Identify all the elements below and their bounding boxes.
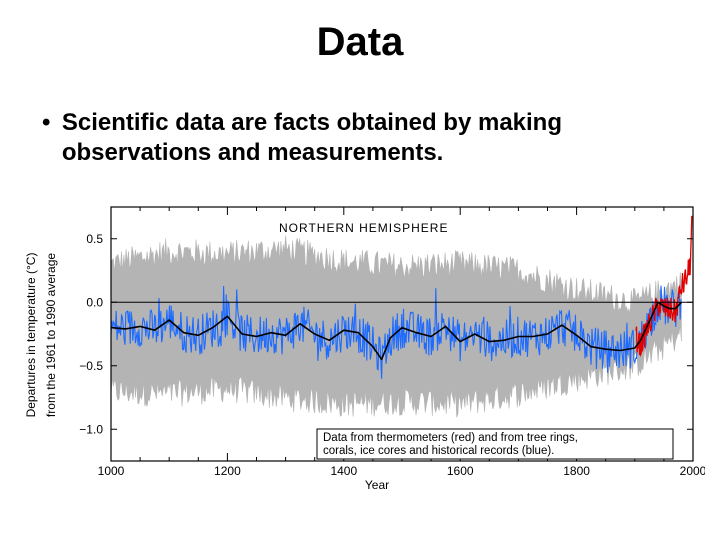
legend-line-1: Data from thermometers (red) and from tr… — [323, 432, 578, 444]
x-tick-label: 1600 — [447, 464, 474, 478]
x-tick-label: 2000 — [680, 464, 705, 478]
proxy-series-group — [110, 285, 682, 379]
temperature-chart: 0.5 0.0 −0.5 −1.0 1000 1200 1400 1600 1800 2000 N… — [24, 206, 705, 492]
chart-title: NORTHERN HEMISPHERE — [279, 221, 448, 235]
y-tick-label: −1.0 — [79, 422, 103, 436]
y-tick-label: −0.5 — [79, 359, 103, 373]
smoothed-series-line — [110, 301, 682, 361]
x-axis-title: Year — [365, 478, 389, 492]
bullet-point: • Scientific data are facts obtained by … — [42, 108, 692, 168]
y-tick-label: 0.0 — [86, 295, 103, 309]
y-axis-title-line-2: from the 1961 to 1990 average — [44, 253, 58, 417]
thermometer-series-line — [635, 215, 693, 358]
proxy-series-line — [110, 285, 682, 379]
y-tick-label: 0.5 — [86, 232, 103, 246]
bullet-dot: • — [42, 109, 51, 136]
thermometer-series-group — [635, 215, 693, 358]
axes-group: 0.5 0.0 −0.5 −1.0 1000 1200 1400 1600 1800 2000 — [79, 206, 705, 478]
smooth-series-group — [110, 301, 682, 361]
x-tick-label: 1800 — [563, 464, 590, 478]
legend-box — [316, 428, 674, 460]
x-tick-label: 1200 — [214, 464, 241, 478]
x-tick-label: 1400 — [330, 464, 357, 478]
bullet-text: Scientific data are facts obtained by ma… — [61, 109, 563, 166]
slide-title: Data — [316, 20, 404, 64]
y-axis-title-line-1: Departures in temperature (°C) — [24, 253, 38, 418]
legend: Data from thermometers (red) and from tr… — [316, 428, 674, 460]
x-tick-label: 1000 — [98, 464, 125, 478]
legend-line-2: corals, ice cores and historical records… — [323, 445, 554, 457]
